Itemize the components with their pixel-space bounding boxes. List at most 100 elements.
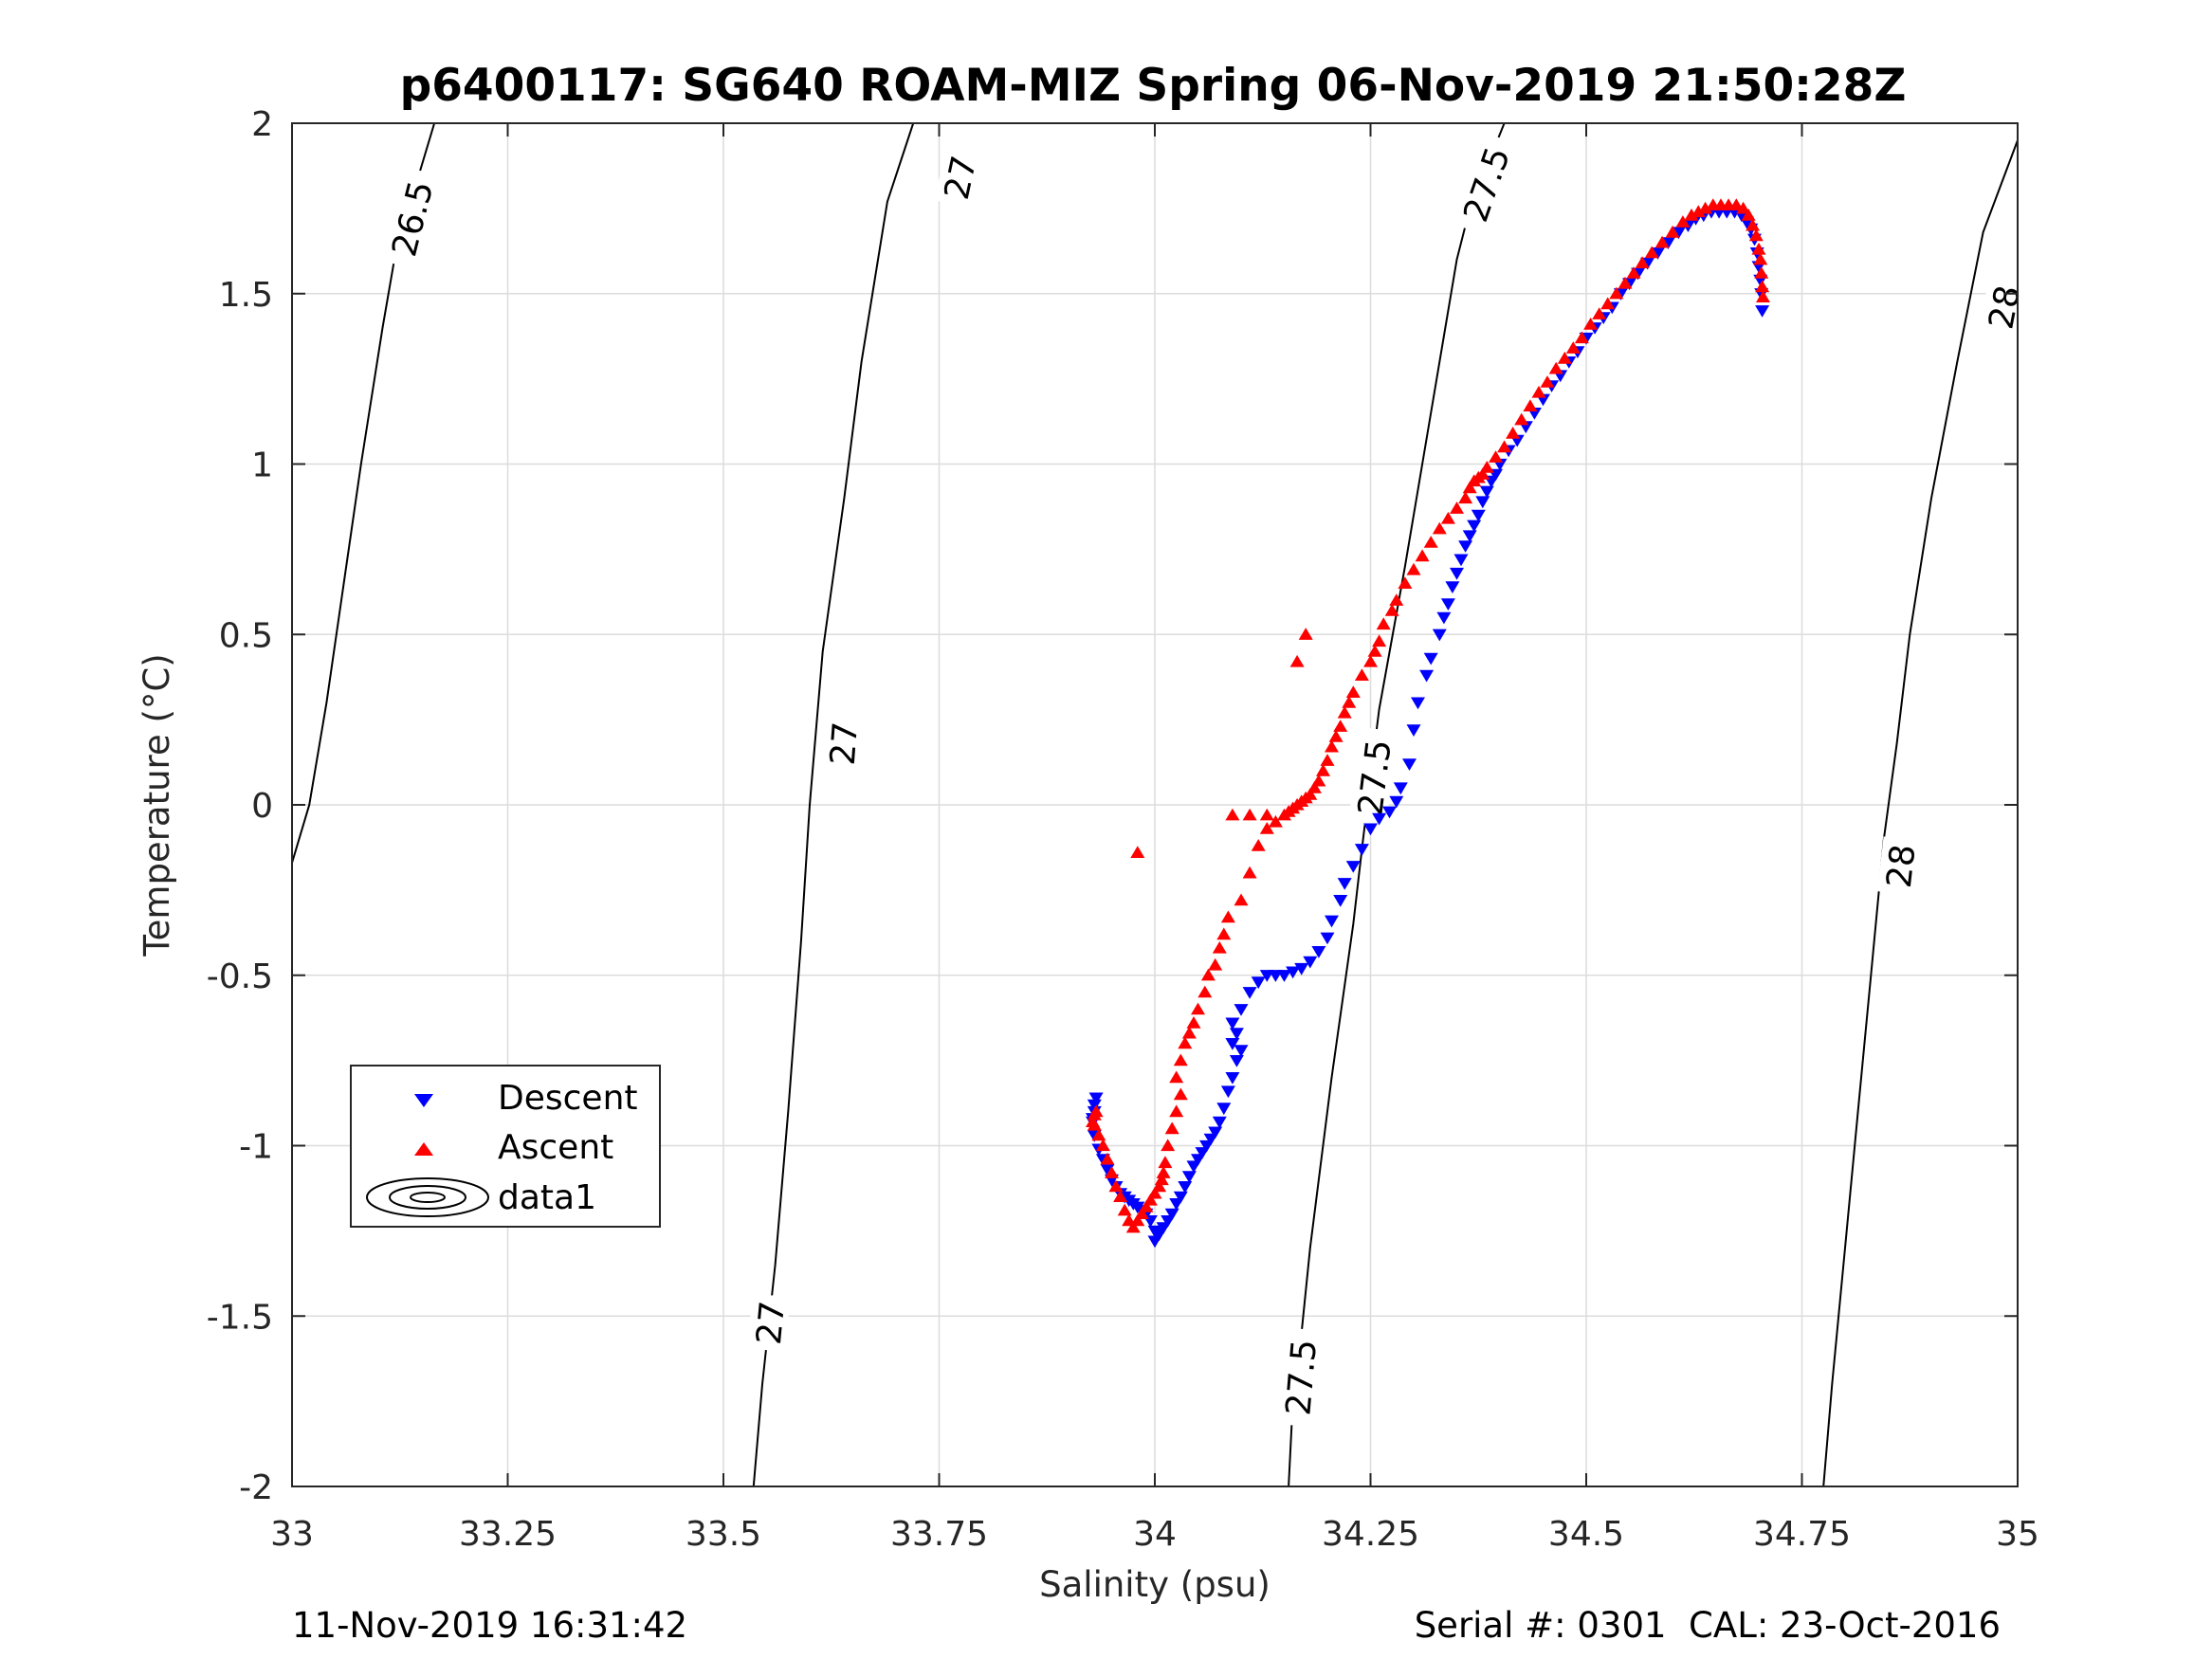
descent-point	[1345, 861, 1361, 873]
chart-title: p6400117: SG640 ROAM-MIZ Spring 06-Nov-2…	[400, 60, 1907, 112]
descent-point	[1216, 1103, 1232, 1116]
descent-point	[1423, 652, 1438, 665]
ascent-point	[1095, 1139, 1110, 1152]
ascent-point	[1161, 1139, 1176, 1152]
descent-point	[1212, 1116, 1227, 1129]
contour-label: 28	[1979, 276, 2028, 338]
ascent-point	[1212, 940, 1227, 954]
ascent-point	[1225, 808, 1240, 821]
ascent-point	[1181, 1026, 1197, 1039]
descent-point	[1234, 1004, 1249, 1016]
descent-point	[1208, 1126, 1223, 1139]
ascent-point	[1398, 576, 1413, 589]
ascent-point	[1756, 290, 1770, 302]
ascent-point	[1328, 730, 1344, 742]
descent-point	[1294, 962, 1309, 975]
descent-point	[1402, 758, 1417, 771]
descent-point	[1354, 844, 1369, 856]
ascent-point	[1086, 1115, 1100, 1127]
density-contours: 26.5 27 27 27 27.5 27.5 27.5 28 28	[291, 122, 2028, 1487]
descent-point	[1445, 581, 1460, 593]
ascent-point	[1557, 351, 1572, 364]
ascent-point	[1748, 228, 1764, 242]
ascent-point	[1208, 957, 1223, 971]
descent-point	[1453, 554, 1469, 567]
ascent-point	[1363, 654, 1378, 667]
ascent-point	[1372, 634, 1387, 647]
descent-point	[1220, 1085, 1235, 1099]
ascent-point	[1169, 1070, 1184, 1084]
y-tick-label: 0.5	[219, 616, 273, 655]
ascent-point	[1100, 1152, 1115, 1165]
ascent-point	[1654, 235, 1670, 248]
ascent-point	[1216, 927, 1232, 940]
descent-point	[1181, 1171, 1197, 1183]
ascent-point	[1178, 1036, 1193, 1049]
ascent-point	[1755, 280, 1770, 293]
descent-point	[1199, 1139, 1215, 1153]
ascent-point	[1592, 307, 1607, 319]
ascent-point	[1736, 201, 1751, 214]
descent-point	[1462, 530, 1477, 543]
ascent-point	[1489, 450, 1503, 463]
ascent-point	[1173, 1053, 1188, 1066]
descent-point	[1147, 1235, 1162, 1249]
svg-text:27: 27	[938, 153, 985, 203]
ascent-point	[1746, 218, 1761, 231]
descent-point	[1225, 1017, 1240, 1030]
descent-point	[1320, 932, 1335, 945]
descent-point	[1479, 485, 1494, 499]
descent-point	[1432, 629, 1447, 642]
svg-text:27: 27	[750, 1300, 793, 1346]
ascent-point	[1117, 1203, 1132, 1216]
descent-point	[1191, 1154, 1205, 1166]
x-tick-label: 33.75	[890, 1515, 988, 1554]
ascent-point	[1406, 562, 1421, 575]
ascent-point	[1277, 808, 1291, 821]
ascent-point	[1186, 1016, 1201, 1029]
ascent-point	[1376, 617, 1391, 630]
y-tick-label: 2	[251, 105, 273, 144]
ascent-point	[1268, 814, 1283, 828]
ascent-point	[1440, 511, 1455, 524]
descent-point	[1333, 895, 1348, 907]
descent-point	[1458, 540, 1473, 553]
y-axis-label: Temperature (°C)	[137, 653, 177, 957]
descent-point	[1229, 1028, 1244, 1040]
ascent-point	[1105, 1166, 1119, 1178]
ascent-point	[1450, 501, 1464, 514]
ascent-point	[1173, 1087, 1188, 1101]
grid-lines	[292, 123, 2018, 1486]
y-tick-label: 1.5	[219, 276, 273, 315]
ascent-point	[1320, 754, 1335, 766]
contour-label: 27.5	[1348, 726, 1399, 829]
descent-point	[1259, 970, 1274, 982]
descent-point	[1251, 976, 1266, 990]
ascent-point	[1644, 246, 1659, 259]
legend-box	[350, 1065, 661, 1228]
ascent-point	[1316, 763, 1330, 776]
descent-point	[1169, 1198, 1184, 1211]
ascent-point	[1698, 201, 1713, 214]
svg-text:27.5: 27.5	[1279, 1338, 1325, 1416]
ascent-point	[1565, 341, 1581, 354]
descent-point	[1100, 1164, 1115, 1176]
ascent-point	[1540, 375, 1555, 388]
x-tick-label: 34	[1133, 1515, 1177, 1554]
contour-label: 26.5	[380, 166, 442, 270]
descent-point	[1411, 697, 1425, 710]
descent-point	[1382, 806, 1397, 819]
ascent-point	[1462, 481, 1477, 494]
ascent-point	[1088, 1104, 1104, 1118]
x-tick-label: 35	[1996, 1515, 2039, 1554]
ascent-point	[1367, 645, 1382, 657]
ascent-point	[1754, 266, 1769, 279]
descent-point	[1178, 1181, 1193, 1194]
descent-point	[1406, 724, 1421, 737]
descent-point	[1147, 1225, 1162, 1238]
x-tick-label: 34.25	[1322, 1515, 1419, 1554]
ascent-point	[1333, 720, 1348, 732]
x-tick-label: 33.25	[459, 1515, 557, 1554]
ascent-series	[1086, 198, 1770, 1233]
ascent-point	[1337, 705, 1352, 719]
